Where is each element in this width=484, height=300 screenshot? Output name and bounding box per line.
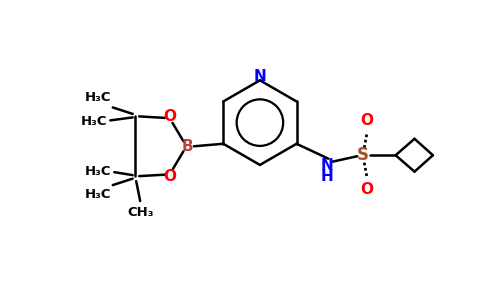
Text: CH₃: CH₃ [127, 206, 153, 219]
Text: N: N [321, 158, 334, 173]
Text: H: H [321, 169, 334, 184]
Text: S: S [357, 146, 369, 164]
Text: H₃C: H₃C [81, 115, 107, 128]
Text: H₃C: H₃C [85, 188, 111, 201]
Text: O: O [361, 182, 374, 197]
Text: O: O [361, 113, 374, 128]
Text: O: O [164, 109, 177, 124]
Text: H₃C: H₃C [85, 165, 111, 178]
Text: H₃C: H₃C [85, 92, 111, 104]
Text: B: B [182, 139, 193, 154]
Text: O: O [164, 169, 177, 184]
Text: N: N [254, 69, 266, 84]
